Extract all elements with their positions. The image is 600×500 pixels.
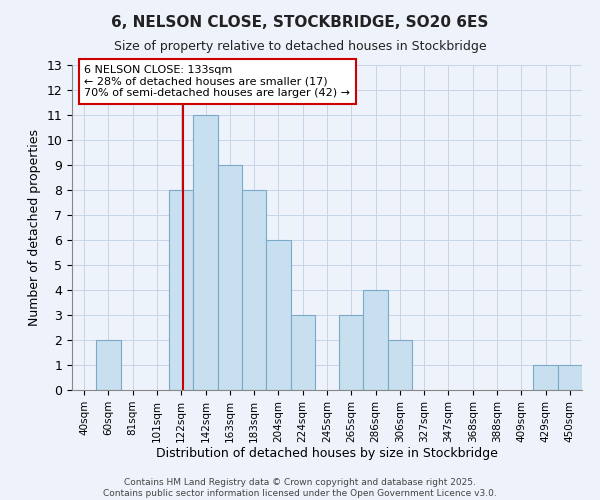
Bar (218, 165, 242, 390)
Y-axis label: Number of detached properties: Number of detached properties (28, 129, 41, 326)
Bar (364, 290, 388, 390)
Bar (96, 340, 121, 390)
Bar (339, 315, 364, 390)
Bar (388, 340, 412, 390)
Text: Contains HM Land Registry data © Crown copyright and database right 2025.
Contai: Contains HM Land Registry data © Crown c… (103, 478, 497, 498)
Bar (193, 115, 218, 390)
Bar (533, 365, 558, 390)
Bar (558, 365, 582, 390)
Text: 6 NELSON CLOSE: 133sqm
← 28% of detached houses are smaller (17)
70% of semi-det: 6 NELSON CLOSE: 133sqm ← 28% of detached… (84, 65, 350, 98)
X-axis label: Distribution of detached houses by size in Stockbridge: Distribution of detached houses by size … (156, 448, 498, 460)
Bar (242, 190, 266, 390)
Text: Size of property relative to detached houses in Stockbridge: Size of property relative to detached ho… (113, 40, 487, 53)
Bar (169, 190, 193, 390)
Text: 6, NELSON CLOSE, STOCKBRIDGE, SO20 6ES: 6, NELSON CLOSE, STOCKBRIDGE, SO20 6ES (112, 15, 488, 30)
Bar (266, 240, 290, 390)
Bar (290, 315, 315, 390)
